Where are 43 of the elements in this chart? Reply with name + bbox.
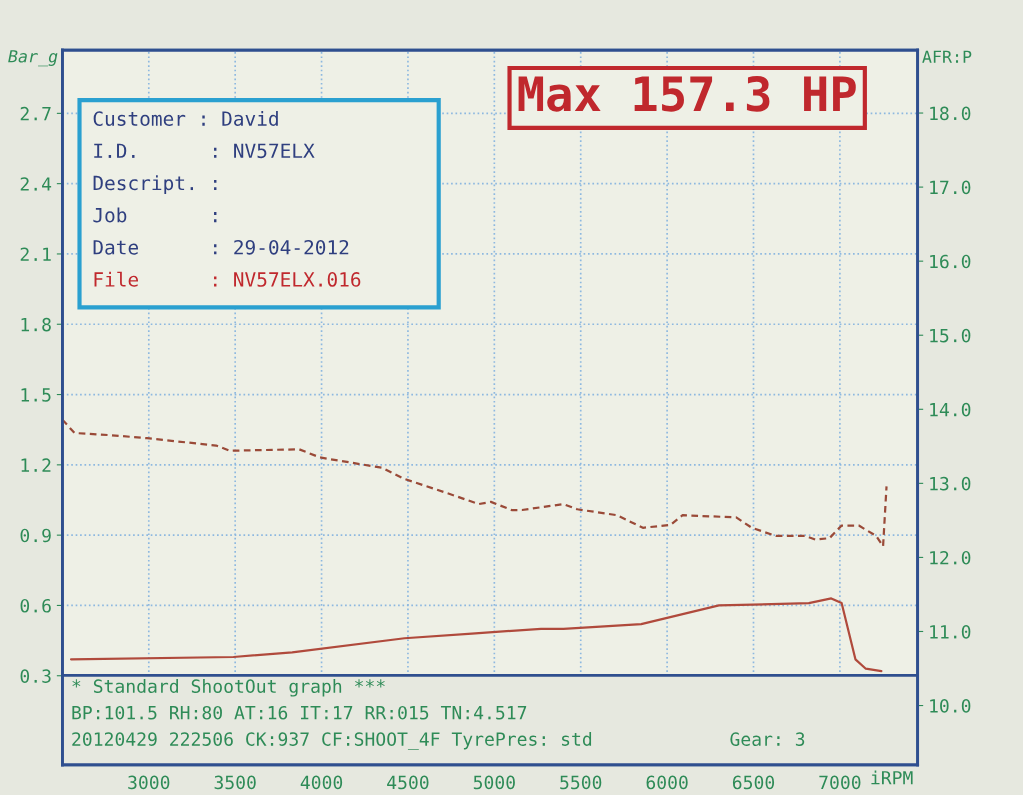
annotation: Customer : David — [93, 110, 278, 126]
chart-title: Max 157.3 HP — [518, 75, 856, 112]
x-axis-title: iRPM — [871, 770, 913, 785]
y-tick-label: 2.1 — [20, 247, 51, 261]
annotation: Gear: 3 — [730, 732, 805, 746]
x-tick-label: 3500 — [214, 775, 256, 790]
x-tick-label: 4500 — [387, 775, 429, 790]
y2-tick-label: 10.0 — [930, 699, 971, 713]
y2-tick-label: 16.0 — [930, 254, 971, 269]
x-tick-label: 7000 — [819, 775, 861, 790]
x-tick-label: 4000 — [300, 775, 343, 790]
annotation: File : NV57ELX.016 — [94, 271, 361, 287]
x-tick-label: 6000 — [646, 775, 688, 790]
y-tick-label: 1.8 — [21, 317, 51, 332]
y2-tick-label: 18.0 — [930, 106, 971, 121]
y2-tick-label: 11.0 — [930, 624, 971, 639]
y-tick-label: 0.3 — [20, 669, 51, 683]
y2-tick-label: 17.0 — [930, 180, 971, 195]
line-series — [62, 418, 888, 548]
y-tick-label: 0.9 — [20, 528, 51, 543]
y-tick-label: 2.7 — [20, 106, 51, 121]
x-tick-label: 5000 — [473, 775, 515, 790]
annotation: Descript. : — [93, 175, 217, 195]
y-tick-label: 1.2 — [21, 458, 51, 472]
y-tick-label: 2.4 — [20, 177, 52, 191]
annotation: 20120429 222506 CK:937 CF:SHOOT_4F TyrePres: std — [72, 731, 592, 750]
y2-tick-label: 15.0 — [930, 328, 971, 343]
y2-tick-label: 12.0 — [930, 550, 971, 565]
y-axis-title: Bar_g — [8, 50, 58, 67]
line-series — [69, 597, 883, 673]
annotation: I.D. : NV57ELX — [94, 143, 315, 159]
x-tick-label: 3000 — [128, 775, 170, 790]
annotation: Job : — [93, 207, 217, 223]
annotation: Date : 29-04-2012 — [93, 239, 349, 255]
y2-tick-label: 13.0 — [930, 476, 971, 491]
annotation: * Standard ShootOut graph *** — [72, 679, 385, 697]
x-tick-label: 6500 — [732, 775, 775, 790]
y-tick-label: 0.6 — [20, 598, 51, 613]
y2-axis-title: AFR:P — [922, 50, 972, 63]
annotation: BP:101.5 RH:80 AT:16 IT:17 RR:015 TN:4.517 — [72, 705, 527, 720]
y-tick-label: 1.5 — [21, 388, 51, 402]
y2-tick-label: 14.0 — [930, 402, 971, 417]
x-tick-label: 5500 — [560, 775, 602, 790]
